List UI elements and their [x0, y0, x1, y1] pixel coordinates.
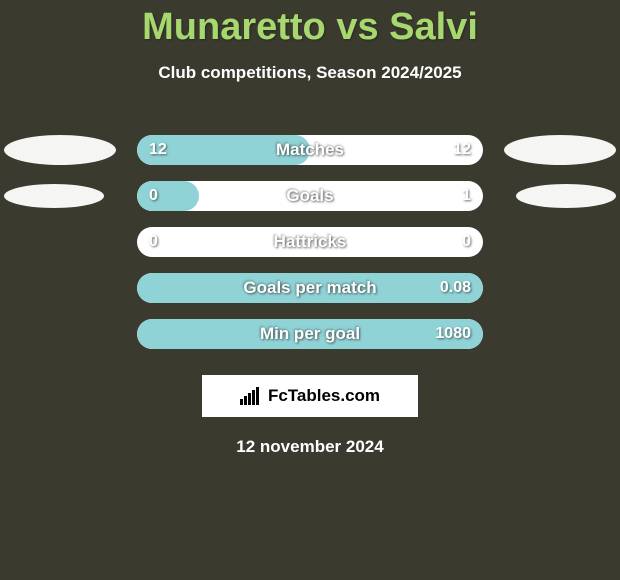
value-left: 0: [149, 233, 158, 251]
value-left: 0: [149, 187, 158, 205]
brand-text: FcTables.com: [268, 386, 380, 406]
brand-box[interactable]: FcTables.com: [202, 375, 418, 417]
ellipse-left: [4, 184, 104, 208]
bar-track: Goals per match 0.08: [137, 273, 483, 303]
bar-fill: [137, 181, 199, 211]
bar-label: Goals per match: [243, 278, 376, 298]
ellipse-right: [504, 135, 616, 165]
row-matches: 12 Matches 12: [0, 127, 620, 173]
bar-label: Hattricks: [274, 232, 347, 252]
bar-track: 0 Hattricks 0: [137, 227, 483, 257]
bar-label: Matches: [276, 140, 344, 160]
ellipse-right: [516, 184, 616, 208]
bar-label: Goals: [286, 186, 333, 206]
bar-label: Min per goal: [260, 324, 360, 344]
value-right: 1: [462, 187, 471, 205]
bar-track: Min per goal 1080: [137, 319, 483, 349]
page-title: Munaretto vs Salvi: [0, 0, 620, 49]
row-goals-per-match: Goals per match 0.08: [0, 265, 620, 311]
value-right: 1080: [435, 325, 471, 343]
row-hattricks: 0 Hattricks 0: [0, 219, 620, 265]
ellipse-left: [4, 135, 116, 165]
value-right: 0: [462, 233, 471, 251]
date-text: 12 november 2024: [0, 437, 620, 457]
value-left: 12: [149, 141, 167, 159]
stat-rows: 12 Matches 12 0 Goals 1 0 Hattricks 0 Go…: [0, 127, 620, 357]
subtitle: Club competitions, Season 2024/2025: [0, 63, 620, 83]
bar-track: 12 Matches 12: [137, 135, 483, 165]
value-right: 12: [453, 141, 471, 159]
row-min-per-goal: Min per goal 1080: [0, 311, 620, 357]
row-goals: 0 Goals 1: [0, 173, 620, 219]
bar-track: 0 Goals 1: [137, 181, 483, 211]
bar-chart-icon: [240, 387, 262, 405]
value-right: 0.08: [440, 279, 471, 297]
